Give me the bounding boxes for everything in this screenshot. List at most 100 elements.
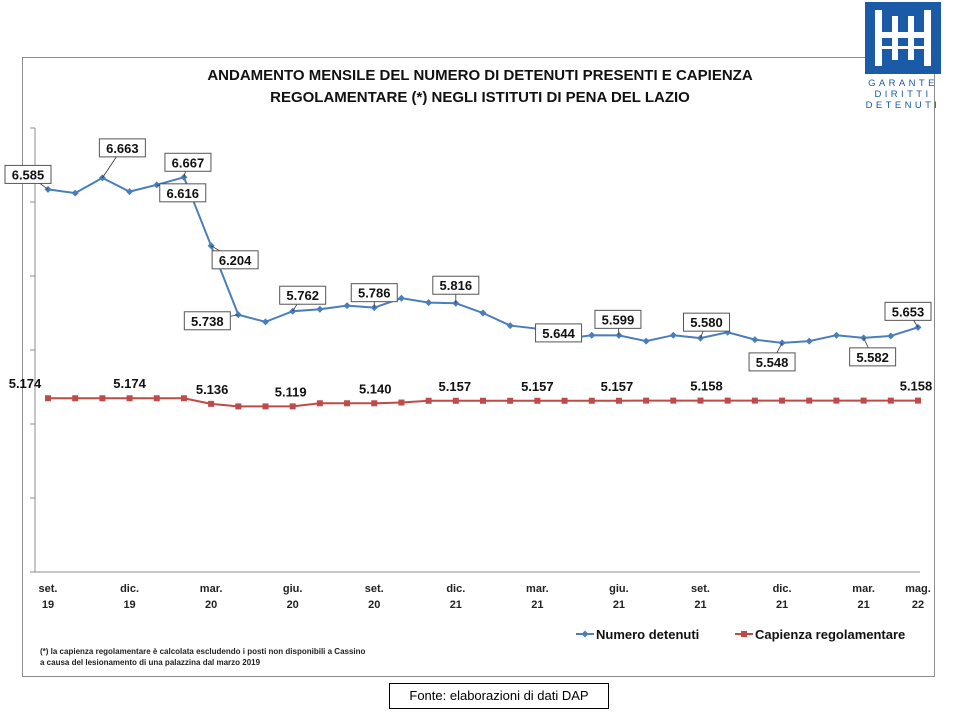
logo-text-diritti: DIRITTI xyxy=(874,89,932,100)
x-tick-label: giu. 21 xyxy=(609,583,629,611)
data-label: 5.738 xyxy=(191,314,224,329)
data-label: 5.157 xyxy=(521,379,554,394)
data-point xyxy=(751,336,759,344)
data-point xyxy=(71,189,79,197)
x-tick-label: mar. 20 xyxy=(200,583,223,611)
data-point xyxy=(480,397,486,404)
data-point xyxy=(534,397,541,404)
callout-box xyxy=(748,352,796,372)
data-point xyxy=(126,188,134,196)
x-tick-label: mar. 21 xyxy=(526,583,549,611)
callout-box xyxy=(432,275,480,295)
data-point xyxy=(669,331,677,339)
data-point xyxy=(262,403,269,410)
data-label: 5.174 xyxy=(9,376,42,391)
data-point xyxy=(588,331,596,339)
callout-box xyxy=(849,347,897,367)
data-point xyxy=(833,397,840,404)
data-point xyxy=(561,397,568,404)
callout-box xyxy=(4,164,52,184)
data-label: 5.653 xyxy=(892,304,925,319)
callout-box xyxy=(683,312,730,332)
chart-title-line1: ANDAMENTO MENSILE DEL NUMERO DI DETENUTI… xyxy=(207,67,753,84)
data-point xyxy=(289,403,296,410)
x-tick-label: set. 19 xyxy=(39,583,58,611)
x-tick-label: mag. 22 xyxy=(905,583,931,611)
x-tick-label: dic. 19 xyxy=(120,583,139,611)
logo-text-detenuti: DETENUTI xyxy=(865,100,941,111)
data-point xyxy=(452,397,459,404)
data-point xyxy=(588,397,595,404)
callout-box xyxy=(279,285,327,305)
legend-label: Capienza regolamentare xyxy=(755,627,905,642)
data-label: 5.582 xyxy=(856,350,889,365)
data-point xyxy=(235,403,242,410)
x-tick-label: dic. 21 xyxy=(773,583,792,611)
source-note: Fonte: elaborazioni di dati DAP xyxy=(389,683,609,709)
data-point xyxy=(397,294,405,302)
callout-box xyxy=(159,183,207,203)
data-label: 5.136 xyxy=(196,382,229,397)
data-label: 5.157 xyxy=(601,379,634,394)
data-label: 5.599 xyxy=(602,312,635,327)
data-label: 5.158 xyxy=(690,379,723,394)
data-point xyxy=(425,299,433,307)
data-point xyxy=(615,397,622,404)
data-label: 6.667 xyxy=(172,155,205,170)
data-point xyxy=(153,395,160,402)
legend-marker xyxy=(581,630,589,638)
data-point xyxy=(506,322,514,330)
data-point xyxy=(425,397,432,404)
x-tick-label: mar. 21 xyxy=(852,583,875,611)
data-point xyxy=(344,400,351,407)
legend-marker xyxy=(741,631,747,637)
footnote-line1: (*) la capienza regolamentare è calcolat… xyxy=(40,647,366,656)
data-point xyxy=(751,397,758,404)
data-point xyxy=(805,337,813,345)
data-label: 5.786 xyxy=(358,286,391,301)
data-label: 6.616 xyxy=(166,186,199,201)
data-label: 5.119 xyxy=(275,384,307,399)
data-point xyxy=(642,337,650,345)
callout-box xyxy=(535,323,583,343)
chart-title-line2: REGOLAMENTARE (*) NEGLI ISTITUTI DI PENA… xyxy=(270,89,690,106)
callout-box xyxy=(183,311,231,331)
data-point xyxy=(343,302,351,310)
data-label: 5.548 xyxy=(756,355,789,370)
data-point xyxy=(860,397,867,404)
data-point xyxy=(643,397,650,404)
data-point xyxy=(316,305,324,313)
x-tick-label: giu. 20 xyxy=(283,583,303,611)
x-tick-label: set. 21 xyxy=(691,583,710,611)
data-point xyxy=(724,397,731,404)
data-label: 5.580 xyxy=(690,315,723,330)
footnote-line2: a causa del lesionamento di una palazzin… xyxy=(40,658,261,667)
data-label: 5.140 xyxy=(359,381,392,396)
data-point xyxy=(99,395,106,402)
data-label: 5.644 xyxy=(542,326,575,341)
callout-box xyxy=(211,250,259,270)
data-label: 5.158 xyxy=(900,379,933,394)
data-label: 6.204 xyxy=(219,253,252,268)
data-point xyxy=(479,309,487,317)
callout-box xyxy=(350,283,398,303)
callout-box xyxy=(884,301,932,321)
callout-box xyxy=(98,138,146,158)
data-label: 5.762 xyxy=(286,288,319,303)
data-label: 6.585 xyxy=(12,167,45,182)
logo-text-garante: GARANTE xyxy=(868,78,938,89)
data-point xyxy=(208,400,215,407)
data-point xyxy=(670,397,677,404)
data-label: 5.157 xyxy=(439,379,472,394)
data-point xyxy=(779,397,786,404)
data-point xyxy=(915,397,921,404)
data-label: 6.663 xyxy=(106,141,139,156)
footnote: (*) la capienza regolamentare è calcolat… xyxy=(40,646,380,668)
logo-emblem xyxy=(865,2,941,74)
legend-label: Numero detenuti xyxy=(596,627,699,642)
x-tick-label: set. 20 xyxy=(365,583,384,611)
data-point xyxy=(72,395,79,402)
data-point xyxy=(262,318,269,326)
data-label: 5.816 xyxy=(440,278,473,293)
